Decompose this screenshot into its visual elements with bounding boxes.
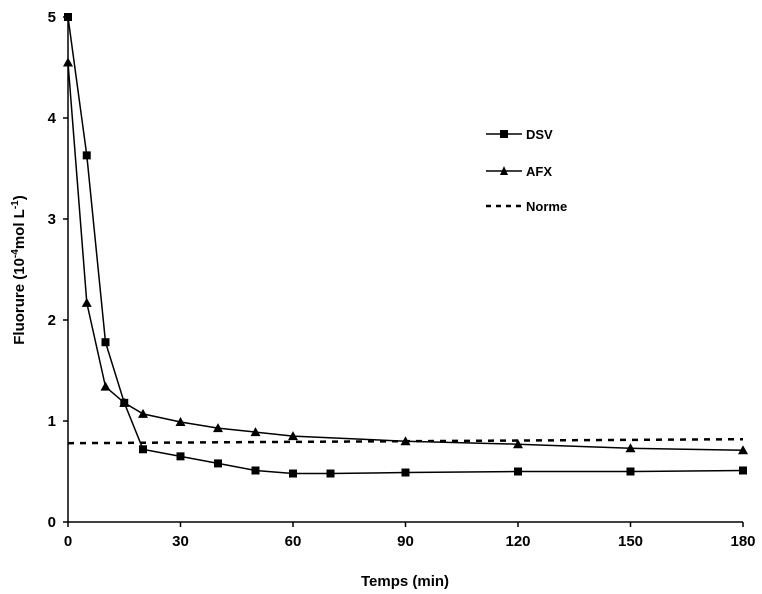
data-point-dsv xyxy=(326,469,335,478)
x-axis-title: Temps (min) xyxy=(361,573,449,590)
data-point-dsv xyxy=(251,466,260,475)
data-point-afx xyxy=(288,431,298,441)
data-point-afx xyxy=(138,408,148,418)
data-point-afx xyxy=(63,57,73,67)
legend-item-norme: Norme xyxy=(486,199,567,214)
x-tick-label: 0 xyxy=(64,533,72,550)
y-axis-ticks: 0 1 2 3 4 5 xyxy=(48,9,68,531)
series-afx xyxy=(63,57,748,455)
data-point-dsv xyxy=(64,13,72,21)
y-tick-label: 4 xyxy=(48,110,57,127)
series-line-norme xyxy=(67,437,744,445)
series-line-dsv xyxy=(67,16,744,475)
legend-label-norme: Norme xyxy=(526,199,567,214)
legend-label-afx: AFX xyxy=(526,164,552,179)
x-tick-label: 90 xyxy=(397,533,414,550)
data-point-afx xyxy=(250,427,261,437)
data-point-dsv xyxy=(139,445,147,454)
x-axis-ticks: 0 30 60 90 120 150 180 xyxy=(64,522,756,550)
x-tick-label: 30 xyxy=(172,533,189,550)
data-point-dsv xyxy=(101,338,110,347)
y-tick-label: 0 xyxy=(48,514,56,531)
x-tick-label: 150 xyxy=(618,533,643,550)
series-dsv xyxy=(64,13,747,478)
y-axis-title: Fluorure (10-4mol L-1) xyxy=(10,195,28,345)
legend: DSV AFX Norme xyxy=(486,127,567,214)
data-point-dsv xyxy=(626,467,635,476)
series-norme xyxy=(67,437,744,445)
series-line-afx xyxy=(67,62,744,452)
data-point-dsv xyxy=(176,452,185,461)
x-tick-label: 60 xyxy=(285,533,302,550)
legend-item-afx: AFX xyxy=(486,164,552,179)
legend-label-dsv: DSV xyxy=(526,127,553,142)
data-point-afx xyxy=(100,381,111,391)
series-layer xyxy=(63,13,748,478)
y-tick-label: 2 xyxy=(48,312,56,329)
legend-marker-square xyxy=(500,130,508,138)
data-point-dsv xyxy=(739,466,747,475)
plot-area: 0 1 2 3 4 5 0 30 60 90 120 150 180 xyxy=(48,9,756,550)
data-point-afx xyxy=(738,445,748,455)
data-point-afx xyxy=(175,417,186,427)
x-tick-label: 180 xyxy=(730,533,755,550)
y-tick-label: 3 xyxy=(48,211,56,228)
y-tick-label: 5 xyxy=(48,9,56,26)
data-point-dsv xyxy=(82,151,91,160)
data-point-afx xyxy=(513,439,523,449)
data-point-dsv xyxy=(514,467,522,476)
data-point-dsv xyxy=(214,459,222,468)
y-tick-label: 1 xyxy=(48,413,56,430)
legend-item-dsv: DSV xyxy=(486,127,553,142)
data-point-afx xyxy=(213,423,223,433)
data-point-afx xyxy=(119,397,130,407)
data-point-dsv xyxy=(401,468,410,477)
x-tick-label: 120 xyxy=(505,533,530,550)
data-point-afx xyxy=(625,443,636,453)
legend-marker-triangle xyxy=(500,166,508,175)
data-point-afx xyxy=(81,297,92,307)
data-point-dsv xyxy=(289,469,297,478)
